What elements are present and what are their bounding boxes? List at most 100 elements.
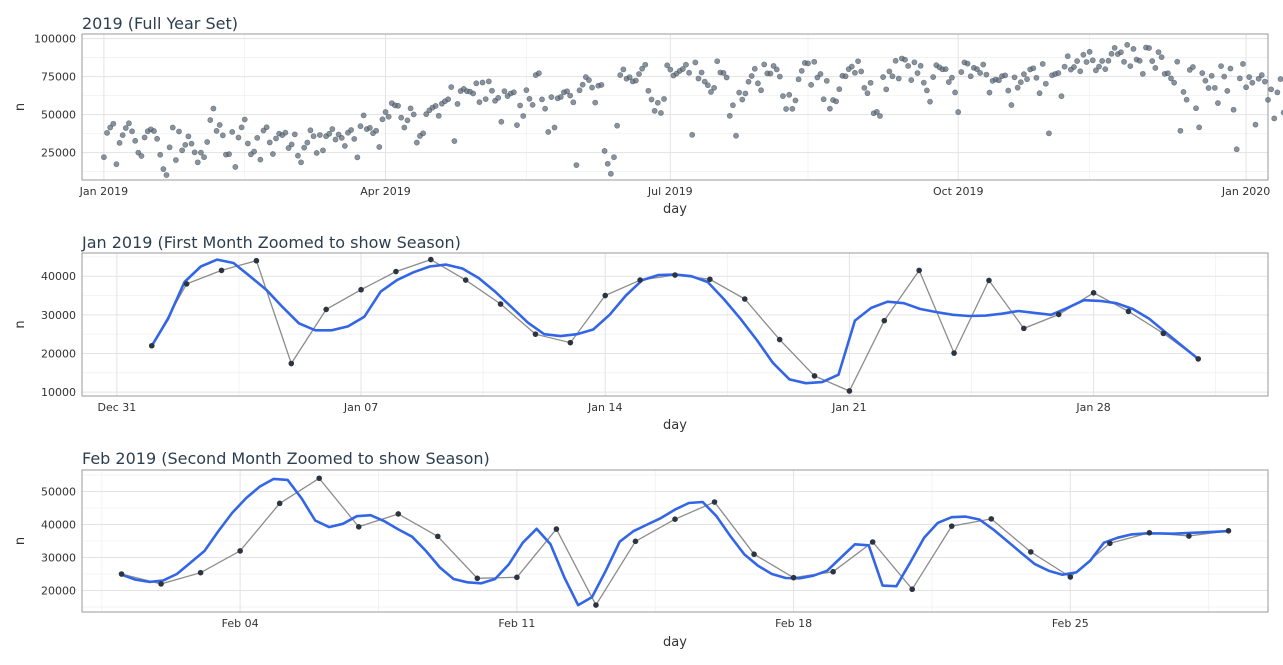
x-tick-label: Jan 2020 bbox=[1221, 185, 1270, 198]
data-point bbox=[341, 143, 348, 149]
data-point bbox=[428, 256, 434, 263]
data-point bbox=[1158, 54, 1165, 61]
data-point bbox=[1042, 80, 1049, 87]
data-point bbox=[1080, 51, 1087, 58]
data-point bbox=[379, 116, 386, 123]
data-point bbox=[179, 147, 186, 154]
data-point bbox=[986, 277, 992, 284]
data-point bbox=[1205, 85, 1212, 91]
data-point bbox=[514, 574, 520, 581]
y-axis-label: n bbox=[13, 320, 28, 328]
data-point bbox=[113, 161, 120, 168]
data-point bbox=[495, 94, 502, 101]
data-point bbox=[645, 87, 652, 94]
data-point bbox=[911, 59, 918, 66]
data-point bbox=[1139, 70, 1146, 77]
data-point bbox=[401, 124, 408, 131]
data-point bbox=[783, 106, 789, 112]
data-point bbox=[949, 74, 955, 81]
data-point bbox=[385, 113, 392, 120]
data-point bbox=[1224, 87, 1231, 94]
data-point bbox=[1160, 330, 1167, 337]
data-point bbox=[1077, 68, 1084, 75]
data-point bbox=[473, 80, 480, 87]
data-point bbox=[204, 139, 211, 145]
data-point bbox=[661, 96, 667, 102]
data-point bbox=[355, 524, 362, 530]
data-point bbox=[586, 77, 592, 83]
data-point bbox=[667, 66, 674, 73]
data-point bbox=[138, 153, 145, 159]
data-point bbox=[407, 105, 414, 112]
data-point bbox=[316, 475, 323, 482]
data-point bbox=[395, 511, 402, 517]
data-point bbox=[654, 99, 661, 106]
data-point bbox=[188, 140, 195, 147]
data-point bbox=[964, 60, 971, 67]
data-point bbox=[748, 73, 755, 79]
data-point bbox=[711, 499, 718, 505]
data-point bbox=[692, 59, 699, 66]
data-point bbox=[241, 116, 248, 123]
data-point bbox=[1083, 59, 1090, 65]
data-point bbox=[529, 101, 536, 108]
data-point bbox=[1021, 71, 1027, 78]
data-point bbox=[107, 124, 114, 131]
data-point bbox=[210, 105, 217, 112]
data-point bbox=[977, 70, 984, 76]
data-point bbox=[1008, 102, 1015, 108]
data-point bbox=[1130, 46, 1137, 52]
data-point bbox=[226, 151, 232, 158]
data-point bbox=[632, 77, 639, 84]
data-point bbox=[532, 331, 539, 337]
data-point bbox=[711, 84, 718, 91]
data-point bbox=[974, 66, 980, 73]
x-axis-label: day bbox=[663, 202, 687, 217]
plot-frame bbox=[81, 252, 1269, 397]
data-point bbox=[679, 66, 686, 72]
data-point bbox=[376, 144, 383, 150]
data-point bbox=[1258, 72, 1265, 78]
data-point bbox=[1243, 84, 1249, 91]
data-point bbox=[313, 150, 320, 156]
data-point bbox=[273, 135, 279, 142]
data-point bbox=[1005, 87, 1012, 94]
data-point bbox=[501, 88, 508, 95]
data-point bbox=[883, 86, 890, 93]
data-point bbox=[1164, 70, 1171, 77]
data-point bbox=[683, 61, 689, 68]
data-point bbox=[767, 70, 774, 77]
data-point bbox=[358, 286, 364, 293]
data-point bbox=[632, 538, 639, 545]
data-point bbox=[326, 130, 333, 137]
data-point bbox=[648, 96, 655, 103]
data-point bbox=[1121, 58, 1127, 65]
data-point bbox=[873, 108, 880, 115]
data-point bbox=[382, 109, 389, 115]
data-point bbox=[285, 145, 292, 151]
data-point bbox=[836, 86, 843, 93]
data-point bbox=[169, 124, 176, 131]
data-point bbox=[892, 57, 899, 64]
data-point bbox=[395, 102, 401, 109]
x-tick-label: Jan 2019 bbox=[79, 185, 128, 198]
x-tick-label: Dec 31 bbox=[97, 401, 136, 414]
data-point bbox=[354, 154, 361, 161]
data-point bbox=[927, 98, 933, 105]
data-point bbox=[751, 65, 758, 72]
data-point bbox=[867, 79, 874, 86]
data-point bbox=[820, 96, 827, 103]
data-point bbox=[232, 164, 239, 170]
chart-title: 2019 (Full Year Set) bbox=[82, 14, 238, 33]
data-point bbox=[288, 141, 295, 148]
data-point bbox=[219, 132, 226, 139]
data-point bbox=[520, 113, 527, 119]
data-point bbox=[485, 78, 492, 85]
data-point bbox=[952, 89, 958, 96]
data-point bbox=[720, 70, 727, 76]
x-tick-label: Oct 2019 bbox=[933, 185, 984, 198]
x-tick-label: Jul 2019 bbox=[647, 185, 693, 198]
data-point bbox=[201, 154, 207, 161]
data-point bbox=[535, 70, 542, 77]
data-point bbox=[1111, 44, 1118, 51]
